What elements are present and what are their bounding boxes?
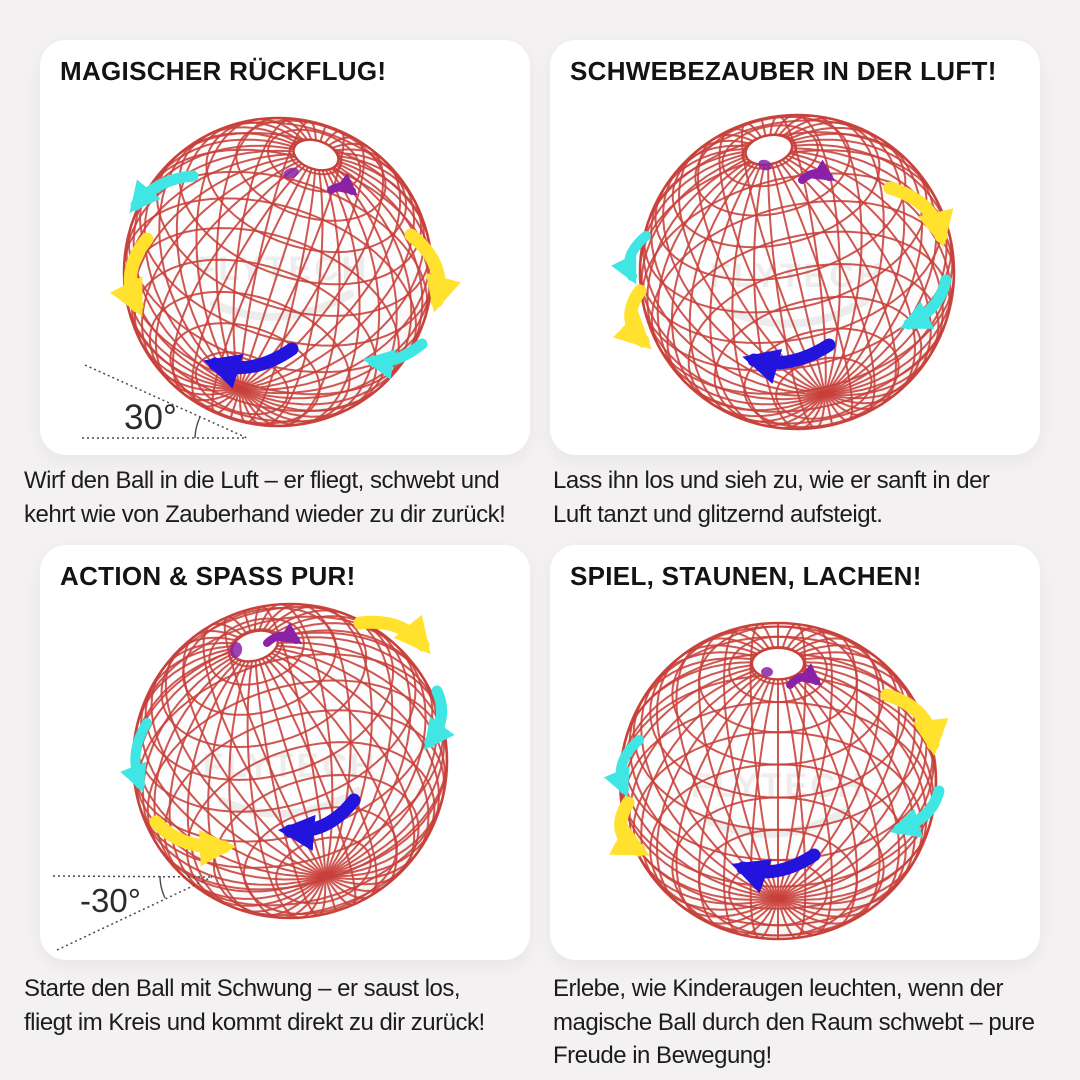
rotation-arrow-blue (277, 793, 361, 851)
rotation-arrow-cyan (423, 685, 455, 751)
caption-line: Lass ihn los und sieh zu, wie er sanft i… (553, 467, 990, 494)
feature-card-action-fun: FLYTECH ACTION & SPASS PUR! -30° (40, 545, 530, 960)
feature-card-play-wonder: FLYTECH SPIEL, STAUNEN, LACHEN! (550, 545, 1040, 960)
angle-label: 30° (124, 398, 177, 437)
panel-title: MAGISCHER RÜCKFLUG! (60, 56, 387, 86)
rotation-arrow-cyan (129, 170, 199, 213)
rotation-arrow-cyan (889, 785, 945, 838)
rotation-arrow-purple (263, 622, 303, 647)
rotation-arrow-yellow (149, 815, 237, 867)
feature-card-magic-return: FLYTECH MAGISCHER RÜCKFLUG! 30° (40, 40, 530, 455)
rotation-arrow-purple (786, 663, 822, 689)
rotation-arrow-blue (203, 342, 299, 389)
rotation-arrow-purple (798, 159, 836, 184)
rotation-arrow-cyan (611, 231, 651, 285)
pole-accent (761, 667, 773, 677)
rotation-arrow-yellow (880, 688, 949, 757)
svg-text:FLYTECH: FLYTECH (195, 250, 370, 288)
panel-title: SPIEL, STAUNEN, LACHEN! (570, 561, 922, 591)
feature-card-hover-magic: FLYTECH SCHWEBEZAUBER IN DER LUFT! (550, 40, 1040, 455)
ball-outline (638, 113, 956, 431)
hover-ball-diagram: FLYTECH (82, 116, 461, 439)
panel-caption: Starte den Ball mit Schwung – er saust l… (24, 972, 536, 1039)
rotation-arrow-cyan (899, 274, 952, 330)
hover-ball-diagram: FLYTECH (611, 113, 956, 431)
rotation-arrow-yellow (883, 181, 954, 248)
pole-accent (758, 159, 772, 171)
pole-accent (229, 642, 243, 658)
panel-title: SCHWEBEZAUBER IN DER LUFT! (570, 56, 997, 86)
angle-label: -30° (80, 882, 141, 919)
pole-accent (283, 167, 299, 179)
hover-ball-diagram: FLYTECH (52, 602, 455, 951)
pole-opening (292, 138, 340, 172)
angle-annotation (52, 875, 213, 951)
rotation-arrow-yellow (109, 232, 154, 317)
panel-caption: Wirf den Ball in die Luft – er fliegt, s… (24, 464, 536, 531)
panel-caption: Erlebe, wie Kinderaugen leuchten, wenn d… (553, 972, 1058, 1073)
rotation-arrow-yellow (404, 228, 461, 313)
pole-opening (744, 133, 794, 167)
caption-line: Wirf den Ball in die Luft – er fliegt, s… (24, 467, 500, 494)
rotation-arrow-yellow (609, 796, 650, 857)
rotation-arrow-purple (327, 172, 358, 196)
angle-annotation (82, 364, 248, 439)
caption-line: Freude in Bewegung! (553, 1042, 772, 1069)
caption-line: kehrt wie von Zauberhand wieder zu dir z… (24, 500, 506, 528)
rotation-arrow-blue (731, 848, 821, 894)
caption-line: Starte den Ball mit Schwung – er saust l… (24, 975, 461, 1002)
rotation-arrow-cyan (362, 338, 428, 380)
panel-caption: Lass ihn los und sieh zu, wie er sanft i… (553, 464, 1058, 531)
panel-title: ACTION & SPASS PUR! (60, 561, 356, 591)
rotation-arrow-yellow (353, 614, 431, 655)
hover-ball-diagram: FLYTECH (603, 621, 949, 941)
caption-line: magische Ball durch den Raum schwebt – p… (553, 1008, 1035, 1036)
rotation-arrow-yellow (612, 284, 652, 350)
caption-line: Luft tanzt und glitzernd aufsteigt. (553, 500, 883, 528)
caption-line: Erlebe, wie Kinderaugen leuchten, wenn d… (553, 975, 1003, 1002)
rotation-arrow-blue (742, 338, 836, 384)
caption-line: fliegt im Kreis und kommt direkt zu dir … (24, 1008, 485, 1036)
rotation-arrow-cyan (120, 718, 152, 793)
rotation-arrow-cyan (603, 735, 644, 798)
pole-opening (750, 646, 806, 681)
